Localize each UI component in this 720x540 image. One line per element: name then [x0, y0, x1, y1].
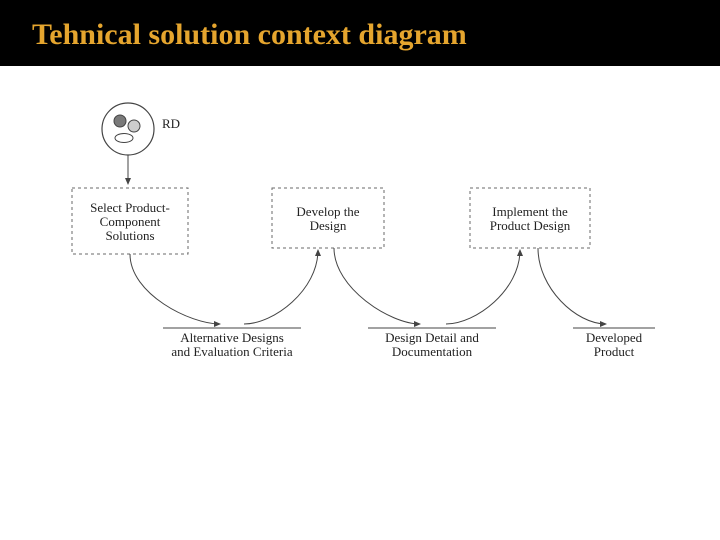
rd-icon — [102, 103, 154, 155]
rd-label: RD — [162, 116, 180, 131]
arrow-select-to-alt — [130, 254, 220, 324]
svg-text:Select Product-: Select Product- — [90, 200, 170, 215]
page-title: Tehnical solution context diagram — [32, 18, 720, 52]
arrow-alt-to-develop — [244, 250, 318, 324]
box-develop: Develop theDesign — [272, 188, 384, 248]
svg-text:and Evaluation Criteria: and Evaluation Criteria — [171, 344, 293, 359]
svg-text:Product Design: Product Design — [490, 218, 571, 233]
svg-text:Design: Design — [310, 218, 347, 233]
label-product: DevelopedProduct — [573, 328, 655, 359]
header: Tehnical solution context diagram — [0, 0, 720, 66]
arrow-implement-to-prod — [538, 248, 606, 324]
diagram-canvas: RD Select Product-ComponentSolutions Devel… — [0, 66, 720, 540]
context-diagram: RD Select Product-ComponentSolutions Devel… — [0, 66, 720, 540]
arrow-develop-to-detail — [334, 248, 420, 324]
svg-text:Implement the: Implement the — [492, 204, 568, 219]
label-alt: Alternative Designsand Evaluation Criter… — [163, 328, 301, 359]
box-select: Select Product-ComponentSolutions — [72, 188, 188, 254]
svg-text:Solutions: Solutions — [105, 228, 154, 243]
svg-text:Component: Component — [100, 214, 161, 229]
svg-text:Design Detail and: Design Detail and — [385, 330, 479, 345]
box-implement: Implement theProduct Design — [470, 188, 590, 248]
svg-text:Alternative Designs: Alternative Designs — [180, 330, 284, 345]
svg-text:Product: Product — [594, 344, 635, 359]
svg-text:Develop the: Develop the — [296, 204, 359, 219]
label-detail: Design Detail andDocumentation — [368, 328, 496, 359]
svg-text:Developed: Developed — [586, 330, 643, 345]
svg-text:Documentation: Documentation — [392, 344, 473, 359]
arrow-detail-to-implement — [446, 250, 520, 324]
